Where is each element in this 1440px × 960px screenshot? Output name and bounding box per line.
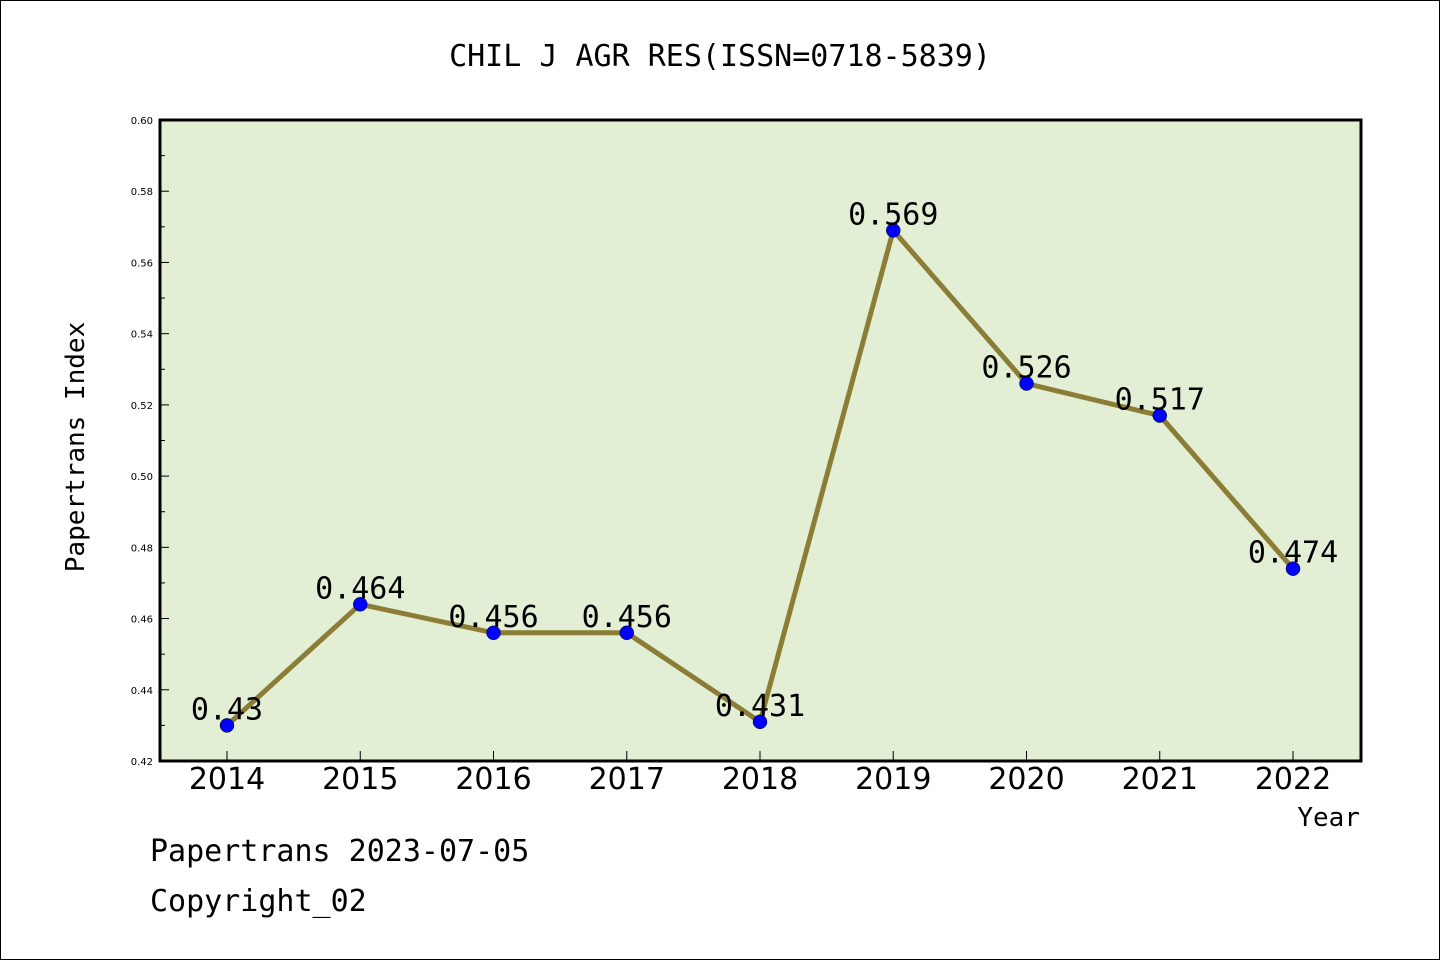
y-axis-ticks xyxy=(160,119,169,762)
y-axis-tick-labels: 0.42 0.44 0.46 0.48 0.50 0.52 0.54 0.56 0.58 0.60 xyxy=(131,116,153,768)
y-tick-label: 0.52 xyxy=(131,401,153,412)
data-point xyxy=(619,625,634,641)
data-label: 0.517 xyxy=(1115,383,1205,418)
data-label: 0.474 xyxy=(1248,536,1338,571)
footer-copyright: Copyright_02 xyxy=(150,884,367,919)
x-tick-label: 2017 xyxy=(589,762,665,797)
plot-area xyxy=(158,118,1363,763)
data-point xyxy=(486,625,501,641)
data-label: 0.526 xyxy=(981,351,1071,386)
x-tick-label: 2014 xyxy=(189,762,265,797)
x-axis-ticks xyxy=(226,751,1294,761)
data-label: 0.456 xyxy=(448,600,538,635)
y-tick-label: 0.44 xyxy=(131,686,153,697)
data-points xyxy=(219,223,1301,733)
y-tick-label: 0.42 xyxy=(131,757,153,768)
data-label: 0.464 xyxy=(315,571,405,606)
x-tick-label: 2020 xyxy=(988,762,1064,797)
x-axis-tick-labels: 2014 2015 2016 2017 2018 2019 2020 2021 2022 xyxy=(189,762,1331,797)
footer-date: Papertrans 2023-07-05 xyxy=(150,834,530,869)
x-tick-label: 2022 xyxy=(1255,762,1331,797)
x-tick-label: 2021 xyxy=(1122,762,1198,797)
data-label: 0.456 xyxy=(582,600,672,635)
x-tick-label: 2019 xyxy=(855,762,931,797)
y-tick-label: 0.54 xyxy=(131,330,153,341)
y-axis-label: Papertrans Index xyxy=(61,322,91,572)
chart-title: CHIL J AGR RES(ISSN=0718-5839) xyxy=(449,39,991,74)
data-label: 0.431 xyxy=(715,689,805,724)
data-point xyxy=(752,714,768,730)
data-label: 0.569 xyxy=(848,197,938,232)
y-tick-label: 0.56 xyxy=(131,258,153,269)
data-point xyxy=(219,718,235,733)
data-label: 0.43 xyxy=(191,692,263,727)
y-tick-label: 0.48 xyxy=(131,543,153,554)
data-point xyxy=(353,597,368,612)
x-axis-label: Year xyxy=(1297,803,1360,833)
data-point xyxy=(886,223,901,238)
y-tick-label: 0.50 xyxy=(131,472,153,483)
x-tick-label: 2018 xyxy=(722,762,798,797)
data-point xyxy=(1152,408,1167,423)
x-tick-label: 2016 xyxy=(455,762,531,797)
y-tick-label: 0.46 xyxy=(131,615,153,626)
data-point xyxy=(1019,376,1034,391)
data-point xyxy=(1285,561,1301,576)
data-labels: 0.43 0.464 0.456 0.456 0.431 0.569 0.526 0.517 0… xyxy=(191,197,1338,727)
y-tick-label: 0.60 xyxy=(131,116,153,127)
y-tick-label: 0.58 xyxy=(131,187,153,198)
x-tick-label: 2015 xyxy=(322,762,398,797)
